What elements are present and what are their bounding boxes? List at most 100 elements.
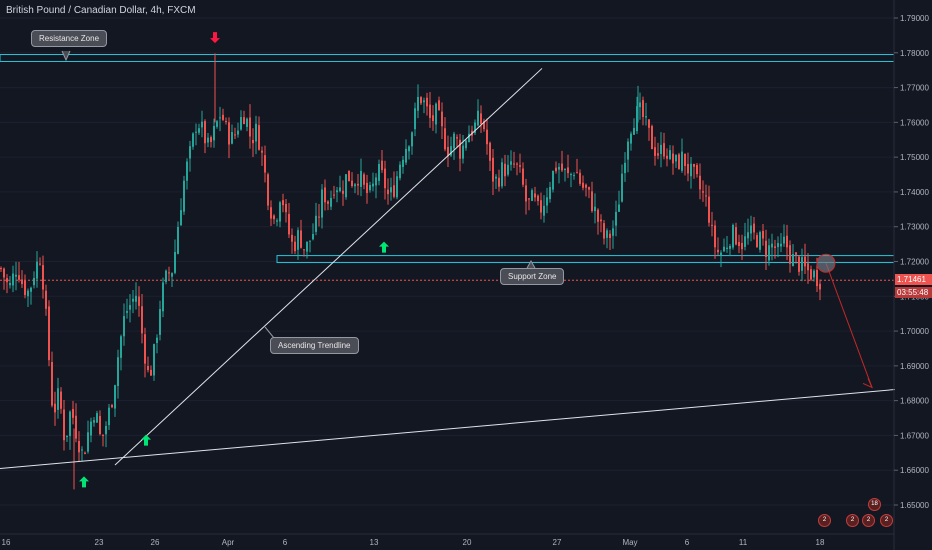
candle-body [120, 336, 122, 358]
candle-body [537, 195, 539, 202]
candle-body [438, 100, 440, 111]
candle-body [600, 219, 602, 222]
event-badge[interactable]: 2 [880, 514, 893, 527]
candle-body [78, 441, 80, 453]
ascending-trendline[interactable] [114, 68, 543, 466]
candle-body [561, 163, 563, 171]
trendlines[interactable] [0, 68, 896, 469]
candle-body [456, 137, 458, 139]
event-badge[interactable]: 2 [862, 514, 875, 527]
price-tick-label: 1.70000 [900, 327, 929, 336]
candle-body [771, 243, 773, 248]
candle-body [63, 409, 65, 441]
price-tick-label: 1.78000 [900, 49, 929, 58]
candle-body [372, 183, 374, 187]
candle-body [558, 166, 560, 170]
candle-body [132, 298, 134, 302]
time-tick-label: 11 [739, 538, 748, 547]
event-badge-count: 2 [866, 517, 871, 523]
countdown-tag: 03:55:48 [895, 287, 932, 298]
event-badge[interactable]: 2 [846, 514, 859, 527]
candle-body [768, 245, 770, 261]
candle-body [726, 247, 728, 249]
lower-trendline[interactable] [0, 389, 896, 469]
candle-body [210, 137, 212, 143]
candle-body [786, 235, 788, 248]
candle-body [417, 96, 419, 111]
candle-body [420, 97, 422, 104]
candle-body [672, 153, 674, 164]
candle-body [813, 270, 815, 278]
candle-body [393, 185, 395, 197]
price-tick-label: 1.76000 [900, 118, 929, 127]
candle-body [597, 209, 599, 222]
candle-body [744, 236, 746, 247]
candle-body [204, 121, 206, 144]
candle-body [177, 226, 179, 254]
candle-body [705, 195, 707, 197]
candle-body [402, 159, 404, 168]
projection-arrow-head [862, 378, 873, 389]
event-badge[interactable]: 18 [868, 498, 881, 511]
candle-body [669, 150, 671, 159]
candle-body [729, 246, 731, 249]
candle-body [633, 127, 635, 135]
candle-body [681, 151, 683, 171]
support-label-pointer [526, 259, 536, 269]
candle-body [195, 131, 197, 133]
ascending-trendline-label[interactable]: Ascending Trendline [270, 337, 359, 354]
candle-body [747, 232, 749, 239]
candle-body [66, 435, 68, 438]
price-tick-label: 1.67000 [900, 431, 929, 440]
price-axis[interactable]: 1.79000 1.78000 1.77000 1.76000 1.75000 1.740… [894, 14, 929, 510]
candle-body [411, 132, 413, 147]
candle-body [336, 190, 338, 193]
highlight-circle[interactable] [816, 253, 836, 273]
time-tick-label: 16 [2, 538, 11, 547]
candle-body [711, 224, 713, 226]
candle-body [684, 153, 686, 167]
candle-body [567, 167, 569, 174]
candle-body [534, 193, 536, 198]
candle-body [69, 411, 71, 437]
candle-body [147, 366, 149, 371]
candle-body [150, 369, 152, 376]
candle-body [423, 100, 425, 103]
candle-body [414, 108, 416, 130]
candle-body [270, 207, 272, 219]
time-tick-label: 13 [370, 538, 379, 547]
candle-body [264, 155, 266, 173]
projection-arrow[interactable] [825, 263, 873, 388]
time-axis[interactable]: 16 23 26 Apr 6 13 20 27 May 6 11 18 [2, 538, 825, 547]
last-price-tag: 1.71461 [895, 274, 932, 285]
candle-body [189, 146, 191, 159]
candle-body [249, 117, 251, 137]
candle-body [198, 128, 200, 133]
candle-body [618, 204, 620, 212]
candle-body [345, 174, 347, 198]
candle-body [15, 274, 17, 277]
candle-body [642, 100, 644, 117]
candle-body [87, 432, 89, 452]
candle-body [273, 215, 275, 220]
candle-body [453, 133, 455, 149]
candle-body [762, 230, 764, 239]
candle-body [555, 167, 557, 172]
candle-body [678, 154, 680, 169]
candle-body [702, 191, 704, 193]
candle-body [594, 206, 596, 212]
candle-body [720, 252, 722, 256]
support-zone-label[interactable]: Support Zone [500, 268, 565, 285]
time-tick-label: 6 [283, 538, 288, 547]
candle-body [612, 228, 614, 236]
event-badge[interactable]: 2 [818, 514, 831, 527]
candle-body [522, 168, 524, 185]
candle-body [168, 272, 170, 274]
candle-body [144, 334, 146, 364]
candle-body [717, 249, 719, 253]
candle-body [153, 344, 155, 376]
candle-body [297, 230, 299, 250]
candle-body [369, 185, 371, 191]
resistance-zone-label[interactable]: Resistance Zone [31, 30, 108, 47]
